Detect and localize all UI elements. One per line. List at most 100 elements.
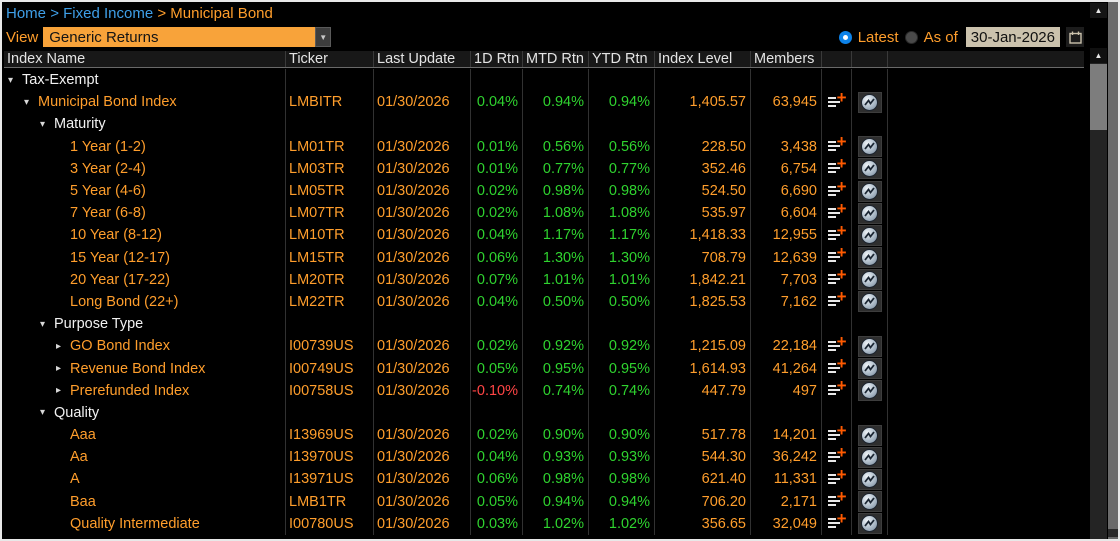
page-scroll-up-icon[interactable]: ▲ [1090, 3, 1107, 18]
index-name-label[interactable]: 15 Year (12-17) [70, 249, 170, 266]
view-dropdown-arrow-button[interactable]: ▼ [315, 27, 332, 47]
column-header-ytd-rtn[interactable]: YTD Rtn [589, 51, 655, 67]
index-name-label[interactable]: 20 Year (17-22) [70, 271, 170, 288]
table-row[interactable]: 10 Year (8-12) LM10TR 01/30/2026 0.04% 1.17%… [4, 224, 1084, 247]
chart-button[interactable] [857, 247, 882, 269]
add-to-list-icon[interactable]: + [827, 136, 847, 154]
chart-button[interactable] [857, 136, 882, 158]
chart-button[interactable] [857, 224, 882, 246]
add-to-list-icon[interactable]: + [827, 247, 847, 265]
chart-button[interactable] [857, 424, 882, 446]
chart-button[interactable] [857, 180, 882, 202]
add-to-list-icon[interactable]: + [827, 91, 847, 110]
breadcrumb-home[interactable]: Home [6, 5, 47, 22]
chart-button[interactable] [857, 491, 882, 513]
latest-radio[interactable] [838, 30, 852, 44]
chart-button[interactable] [857, 269, 882, 291]
add-to-list-icon[interactable]: + [827, 180, 847, 199]
column-header-mtd-rtn[interactable]: MTD Rtn [523, 51, 589, 67]
index-name-label[interactable]: Quality Intermediate [70, 515, 200, 532]
index-name-label[interactable]: 1 Year (1-2) [70, 138, 146, 155]
index-name-label[interactable]: Maturity [54, 116, 106, 133]
chart-button[interactable] [857, 468, 882, 490]
table-row[interactable]: Baa LMB1TR 01/30/2026 0.05% 0.94% 0.94% 706.20… [4, 490, 1084, 513]
tree-collapse-icon[interactable]: ▾ [8, 74, 14, 86]
table-row[interactable]: ▾ Maturity [4, 113, 1084, 136]
tree-collapse-icon[interactable]: ▾ [40, 118, 46, 130]
index-name-label[interactable]: Long Bond (22+) [70, 293, 179, 310]
chart-button[interactable] [857, 380, 882, 402]
calendar-icon[interactable] [1066, 27, 1084, 47]
index-name-label[interactable]: 5 Year (4-6) [70, 183, 146, 200]
chart-button[interactable] [857, 291, 882, 313]
table-row[interactable]: Long Bond (22+) LM22TR 01/30/2026 0.04% 0.50… [4, 290, 1084, 314]
add-to-list-icon[interactable]: + [827, 357, 847, 376]
table-row[interactable]: ▸ Revenue Bond Index I00749US 01/30/2026 0.0… [4, 357, 1084, 380]
table-row[interactable]: ▸ GO Bond Index I00739US 01/30/2026 0.02% 0.9… [4, 335, 1084, 358]
index-name-label[interactable]: Revenue Bond Index [70, 360, 206, 377]
column-header-index-name[interactable]: Index Name [4, 51, 286, 67]
table-row[interactable]: Aaa I13969US 01/30/2026 0.02% 0.90% 0.90% 517.… [4, 424, 1084, 447]
index-name-label[interactable]: Aa [70, 449, 88, 466]
chart-button[interactable] [857, 358, 882, 380]
index-name-label[interactable]: 7 Year (6-8) [70, 205, 146, 222]
table-row[interactable]: Aa I13970US 01/30/2026 0.04% 0.93% 0.93% 544.3… [4, 446, 1084, 469]
scrollbar-thumb[interactable] [1090, 64, 1107, 130]
add-to-list-icon[interactable]: + [827, 224, 847, 243]
tree-expand-icon[interactable]: ▸ [56, 385, 62, 397]
latest-radio-label[interactable]: Latest [857, 28, 899, 46]
table-row[interactable]: 1 Year (1-2) LM01TR 01/30/2026 0.01% 0.56% 0.… [4, 135, 1084, 158]
table-row[interactable]: ▾ Purpose Type [4, 313, 1084, 336]
as-of-date-input[interactable]: 30-Jan-2026 [965, 27, 1060, 47]
column-header-1d-rtn[interactable]: 1D Rtn [471, 51, 523, 67]
table-row[interactable]: 3 Year (2-4) LM03TR 01/30/2026 0.01% 0.77% 0.… [4, 157, 1084, 180]
table-row[interactable]: ▸ Prerefunded Index I00758US 01/30/2026 -0.1… [4, 379, 1084, 402]
table-row[interactable]: 7 Year (6-8) LM07TR 01/30/2026 0.02% 1.08% 1.… [4, 202, 1084, 225]
as-of-radio-label[interactable]: As of [923, 28, 958, 46]
chart-button[interactable] [857, 446, 882, 468]
table-row[interactable]: Quality Intermediate I00780US 01/30/2026 0.… [4, 512, 1084, 535]
index-name-label[interactable]: GO Bond Index [70, 338, 170, 355]
add-to-list-icon[interactable]: + [827, 335, 847, 354]
index-name-label[interactable]: A [70, 471, 80, 488]
column-header-members[interactable]: Members [751, 51, 822, 67]
index-name-label[interactable]: 10 Year (8-12) [70, 227, 162, 244]
table-row[interactable]: 15 Year (12-17) LM15TR 01/30/2026 0.06% 1.30… [4, 246, 1084, 269]
add-to-list-icon[interactable]: + [827, 202, 847, 221]
column-header-ticker[interactable]: Ticker [286, 51, 374, 67]
add-to-list-icon[interactable]: + [827, 158, 847, 176]
tree-collapse-icon[interactable]: ▾ [40, 407, 46, 419]
table-row[interactable]: ▾ Municipal Bond Index LMBITR 01/30/2026 0.0… [4, 91, 1084, 114]
add-to-list-icon[interactable]: + [827, 468, 847, 487]
as-of-radio[interactable] [904, 30, 918, 44]
index-name-label[interactable]: Prerefunded Index [70, 382, 190, 399]
column-header-last-update[interactable]: Last Update [374, 51, 471, 67]
add-to-list-icon[interactable]: + [827, 513, 847, 531]
chart-button[interactable] [857, 202, 882, 224]
chart-button[interactable] [857, 335, 882, 357]
table-row[interactable]: 5 Year (4-6) LM05TR 01/30/2026 0.02% 0.98% 0.… [4, 179, 1084, 203]
table-scrollbar[interactable]: ▲ [1090, 48, 1107, 539]
add-to-list-icon[interactable]: + [827, 424, 847, 443]
add-to-list-icon[interactable]: + [827, 380, 847, 398]
add-to-list-icon[interactable]: + [827, 446, 847, 465]
table-scroll-up-icon[interactable]: ▲ [1090, 48, 1107, 63]
index-name-label[interactable]: Purpose Type [54, 316, 144, 333]
tree-collapse-icon[interactable]: ▾ [40, 318, 46, 330]
index-name-label[interactable]: Aaa [70, 427, 96, 444]
column-header-index-level[interactable]: Index Level [655, 51, 751, 67]
table-row[interactable]: 20 Year (17-22) LM20TR 01/30/2026 0.07% 1.01… [4, 268, 1084, 291]
view-dropdown[interactable]: Generic Returns [43, 27, 316, 47]
chart-button[interactable] [857, 158, 882, 180]
tree-collapse-icon[interactable]: ▾ [24, 96, 30, 108]
table-row[interactable]: ▾ Tax-Exempt [4, 69, 1084, 92]
breadcrumb-fixed-income[interactable]: Fixed Income [63, 5, 154, 22]
table-row[interactable]: A I13971US 01/30/2026 0.06% 0.98% 0.98% 621.40… [4, 468, 1084, 491]
index-name-label[interactable]: Baa [70, 493, 96, 510]
tree-expand-icon[interactable]: ▸ [56, 363, 62, 375]
index-name-label[interactable]: Municipal Bond Index [38, 94, 177, 111]
index-name-label[interactable]: Tax-Exempt [22, 72, 99, 89]
chart-button[interactable] [857, 91, 882, 113]
index-name-label[interactable]: Quality [54, 404, 100, 421]
table-row[interactable]: ▾ Quality [4, 401, 1084, 424]
